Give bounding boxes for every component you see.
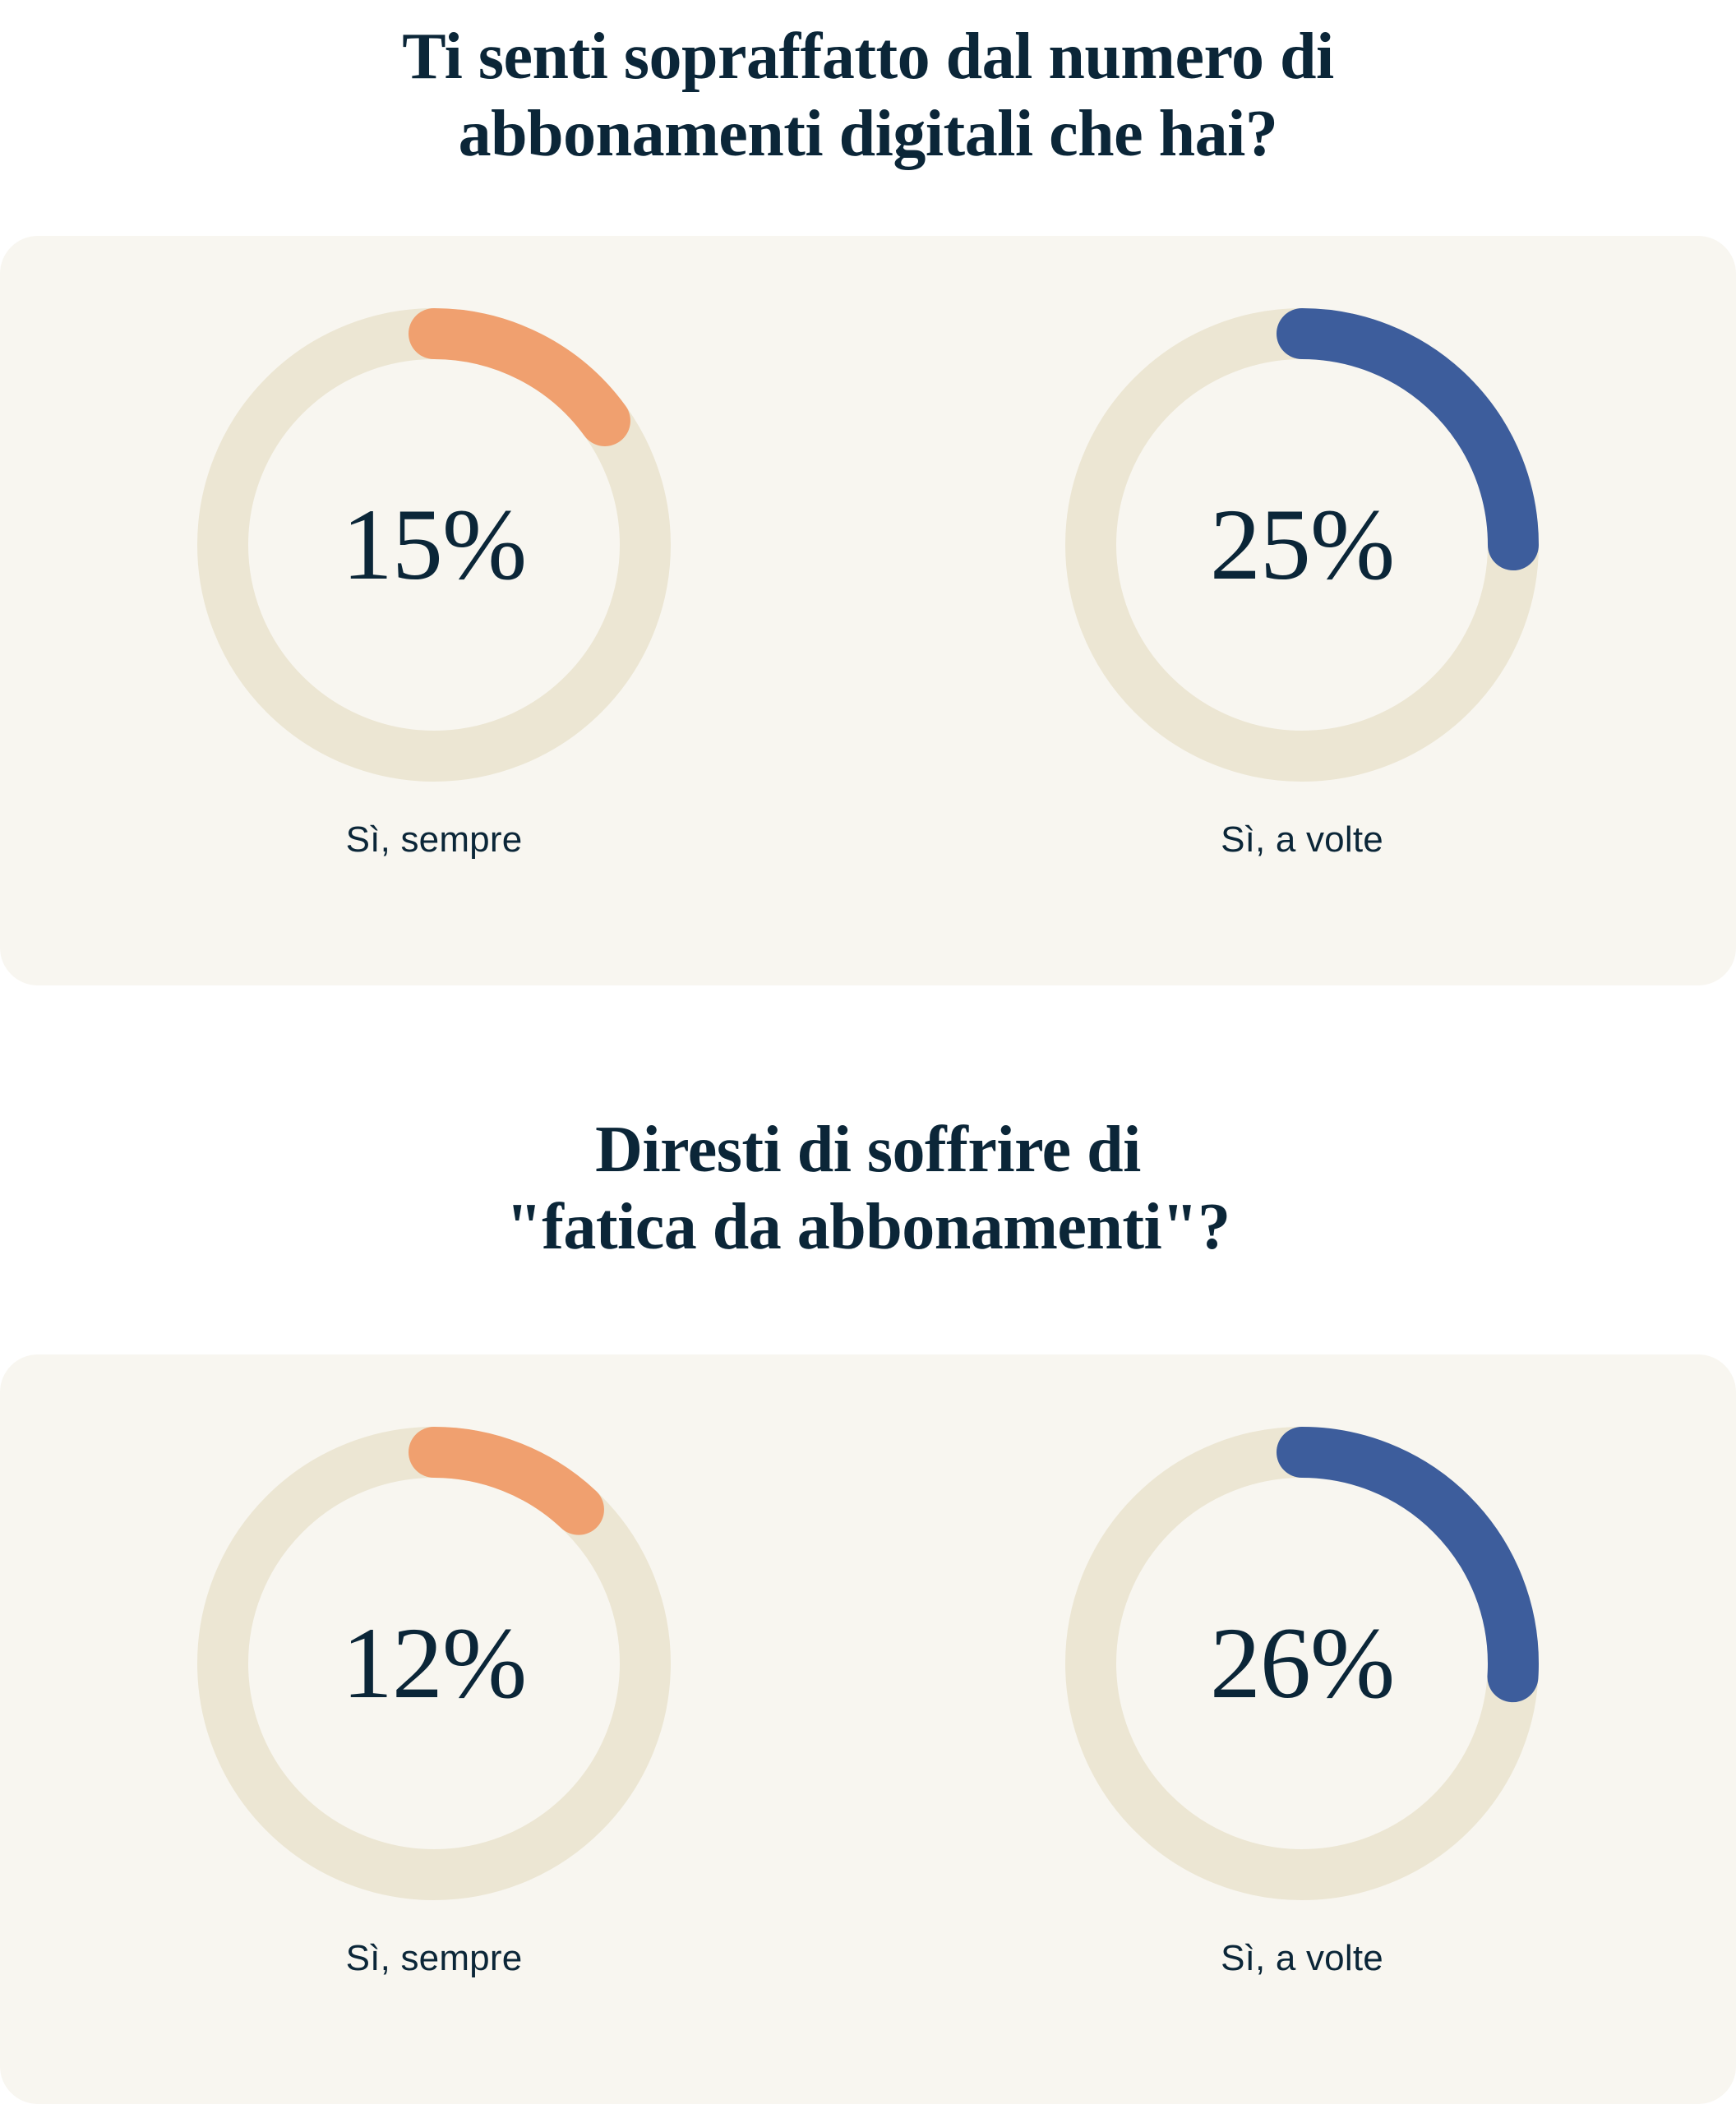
section-1-panel: 15% Sì, sempre 25% Sì, a volte bbox=[0, 236, 1736, 985]
donut-value-1-1: 15% bbox=[341, 488, 527, 601]
donut-label-2-2: Sì, a volte bbox=[1221, 1938, 1383, 1978]
donut-arc-2-1 bbox=[197, 1427, 671, 1900]
donut-label-1-2: Sì, a volte bbox=[1221, 819, 1383, 860]
donut-svg-2-1 bbox=[197, 1427, 671, 1900]
donut-arc-1-2 bbox=[1065, 308, 1539, 782]
section-2-title-line-1: Diresti di soffrire di bbox=[595, 1114, 1141, 1186]
donut-card-2-1: 12% Sì, sempre bbox=[0, 1427, 868, 1979]
section-2-title: Diresti di soffrire di "fatica da abbona… bbox=[0, 1111, 1736, 1267]
section-2-title-line-2: "fatica da abbonamenti"? bbox=[506, 1191, 1230, 1264]
donut-chart-1-1: 15% bbox=[197, 308, 671, 782]
donut-value-2-2: 26% bbox=[1209, 1607, 1395, 1719]
donut-arc-2-2 bbox=[1065, 1427, 1539, 1900]
donut-card-1-2: 25% Sì, a volte bbox=[868, 308, 1736, 861]
donut-card-2-2: 26% Sì, a volte bbox=[868, 1427, 1736, 1979]
section-2-donut-row: 12% Sì, sempre 26% Sì, a volte bbox=[0, 1427, 1736, 1979]
donut-card-1-1: 15% Sì, sempre bbox=[0, 308, 868, 861]
donut-chart-1-2: 25% bbox=[1065, 308, 1539, 782]
donut-svg-1-1 bbox=[197, 308, 671, 782]
donut-value-1-2: 25% bbox=[1209, 488, 1395, 601]
donut-label-1-1: Sì, sempre bbox=[345, 819, 523, 860]
donut-value-2-1: 12% bbox=[341, 1607, 527, 1719]
section-2-panel: 12% Sì, sempre 26% Sì, a volte bbox=[0, 1354, 1736, 2104]
donut-label-2-1: Sì, sempre bbox=[345, 1938, 523, 1978]
section-1-title: Ti senti sopraffatto dal numero di abbon… bbox=[0, 0, 1736, 173]
donut-chart-2-1: 12% bbox=[197, 1427, 671, 1900]
section-1-title-line-1: Ti senti sopraffatto dal numero di bbox=[402, 21, 1334, 93]
donut-svg-2-2 bbox=[1065, 1427, 1539, 1900]
donut-svg-1-2 bbox=[1065, 308, 1539, 782]
donut-arc-1-1 bbox=[197, 308, 671, 782]
donut-chart-2-2: 26% bbox=[1065, 1427, 1539, 1900]
section-1-donut-row: 15% Sì, sempre 25% Sì, a volte bbox=[0, 308, 1736, 861]
section-1-title-line-2: abbonamenti digitali che hai? bbox=[458, 98, 1278, 171]
